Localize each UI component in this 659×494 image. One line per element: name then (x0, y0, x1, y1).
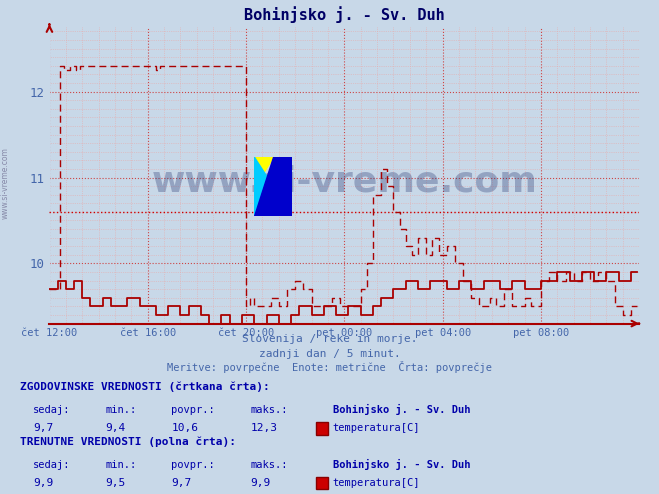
Text: 9,4: 9,4 (105, 423, 126, 433)
Text: 9,5: 9,5 (105, 478, 126, 488)
Text: 10,6: 10,6 (171, 423, 198, 433)
Text: min.:: min.: (105, 406, 136, 415)
Polygon shape (254, 157, 273, 187)
Text: min.:: min.: (105, 460, 136, 470)
Title: Bohinjsko j. - Sv. Duh: Bohinjsko j. - Sv. Duh (244, 6, 445, 23)
Text: povpr.:: povpr.: (171, 460, 215, 470)
Text: maks.:: maks.: (250, 406, 288, 415)
Text: maks.:: maks.: (250, 460, 288, 470)
Text: Bohinjsko j. - Sv. Duh: Bohinjsko j. - Sv. Duh (333, 459, 471, 470)
Polygon shape (254, 157, 293, 216)
Text: Slovenija / reke in morje.: Slovenija / reke in morje. (242, 334, 417, 344)
Text: 9,9: 9,9 (33, 478, 53, 488)
Text: 9,7: 9,7 (33, 423, 53, 433)
Text: 12,3: 12,3 (250, 423, 277, 433)
Text: 9,9: 9,9 (250, 478, 271, 488)
Text: www.si-vreme.com: www.si-vreme.com (1, 147, 10, 219)
Text: Meritve: povrpečne  Enote: metrične  Črta: povprečje: Meritve: povrpečne Enote: metrične Črta:… (167, 362, 492, 373)
Text: sedaj:: sedaj: (33, 460, 71, 470)
Text: www.si-vreme.com: www.si-vreme.com (152, 165, 537, 198)
Text: sedaj:: sedaj: (33, 406, 71, 415)
Polygon shape (254, 157, 293, 216)
Text: zadnji dan / 5 minut.: zadnji dan / 5 minut. (258, 349, 401, 359)
Text: temperatura[C]: temperatura[C] (333, 423, 420, 433)
Text: Bohinjsko j. - Sv. Duh: Bohinjsko j. - Sv. Duh (333, 405, 471, 415)
Text: povpr.:: povpr.: (171, 406, 215, 415)
Text: TRENUTNE VREDNOSTI (polna črta):: TRENUTNE VREDNOSTI (polna črta): (20, 436, 236, 447)
Text: temperatura[C]: temperatura[C] (333, 478, 420, 488)
Text: ZGODOVINSKE VREDNOSTI (črtkana črta):: ZGODOVINSKE VREDNOSTI (črtkana črta): (20, 382, 270, 392)
Text: 9,7: 9,7 (171, 478, 192, 488)
